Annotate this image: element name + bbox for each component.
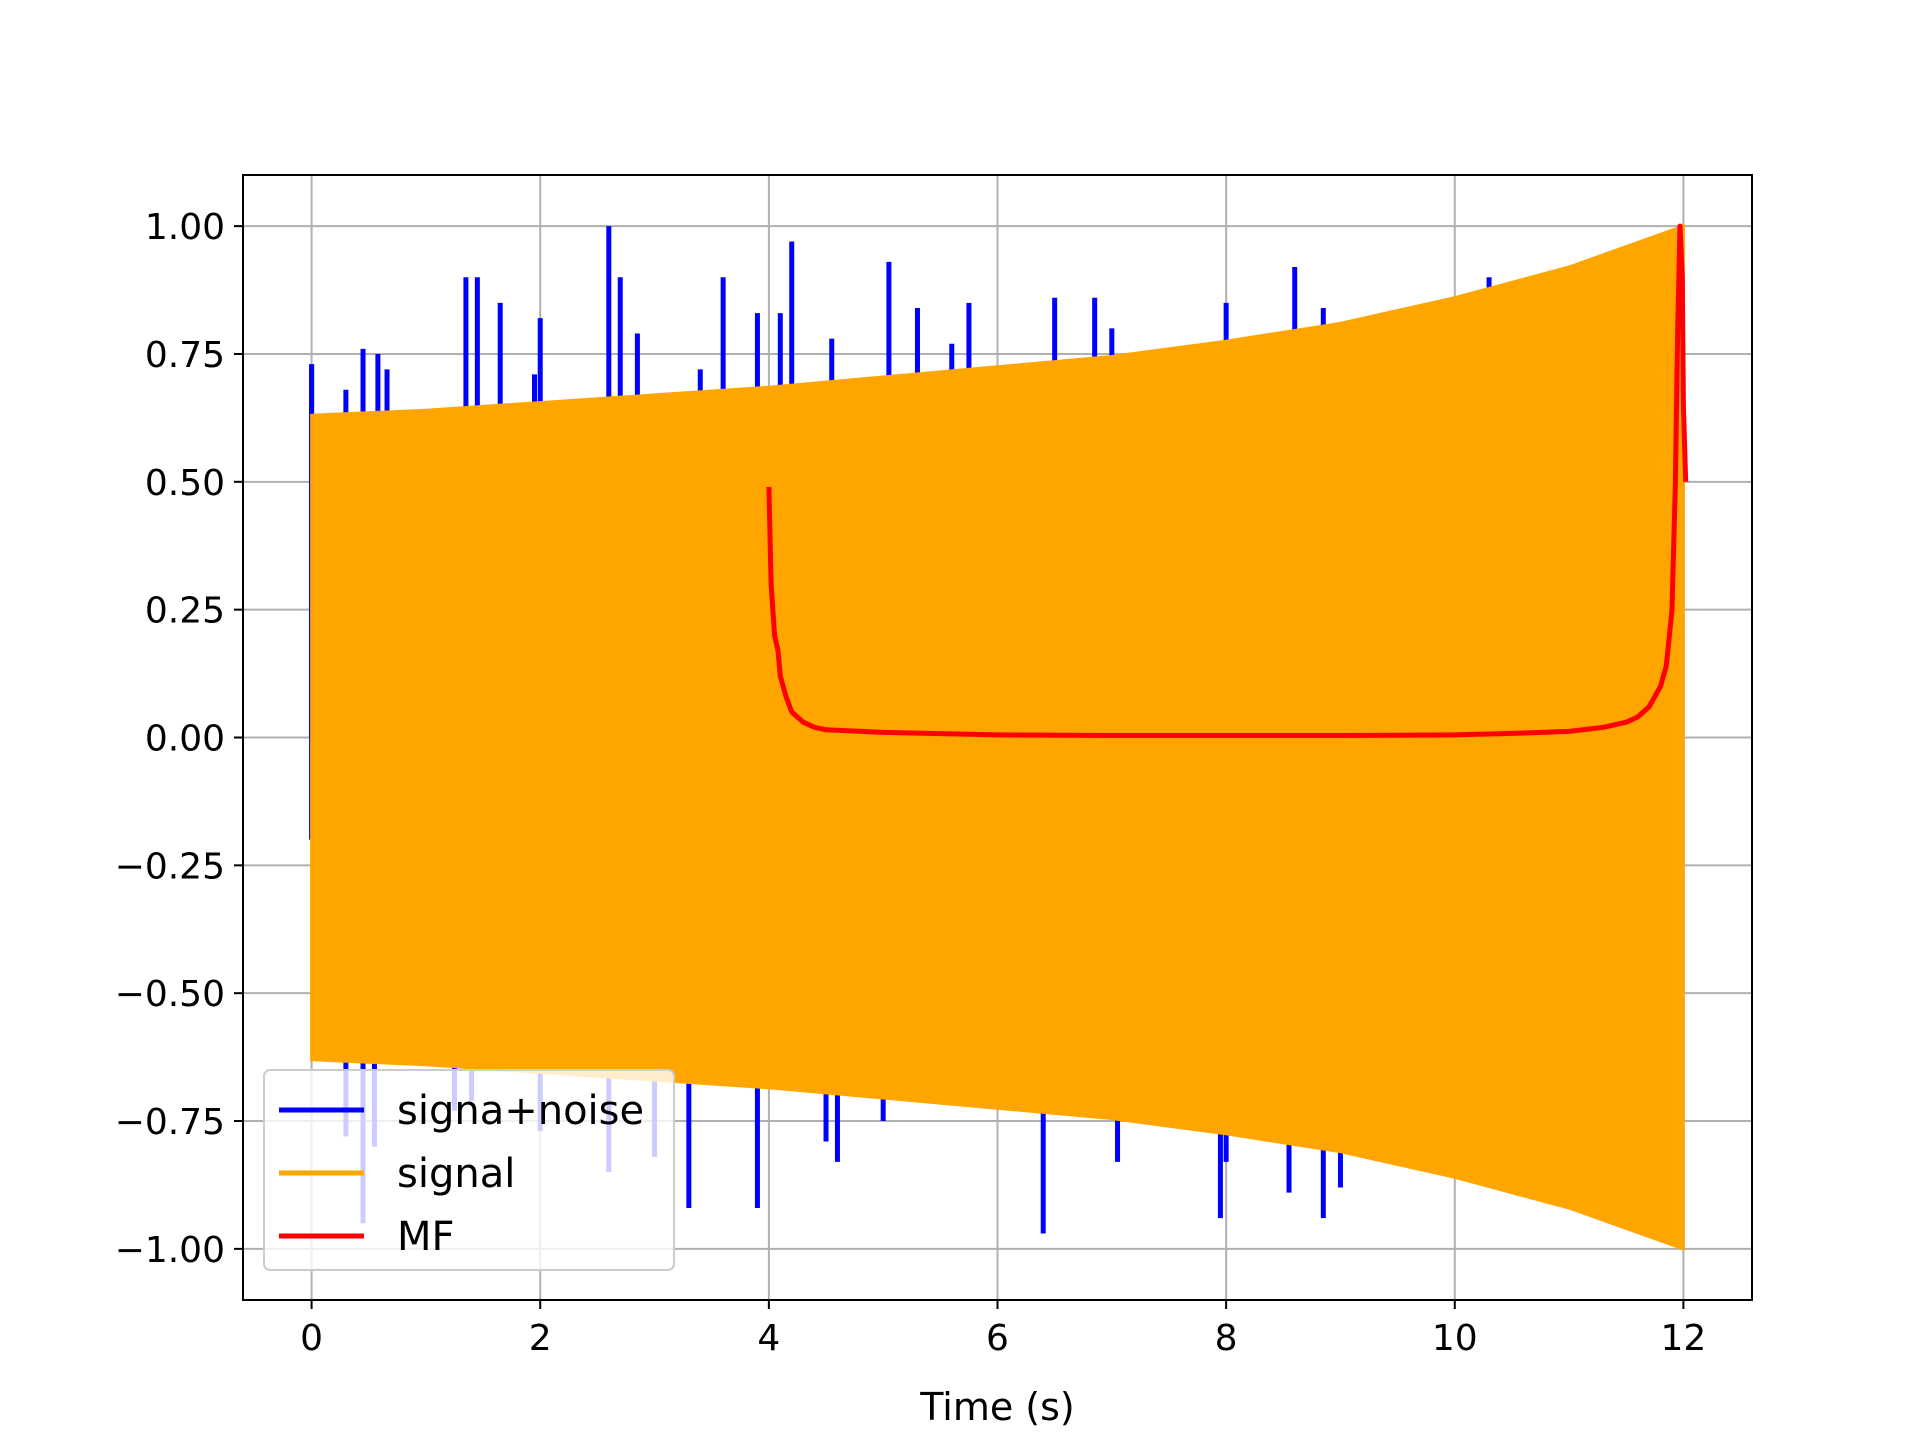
y-tick-label: 0.00 — [145, 719, 225, 760]
legend-label: MF — [397, 1214, 455, 1260]
plot-area — [309, 223, 1689, 1252]
y-tick-label: −0.75 — [115, 1102, 225, 1143]
series-signal — [310, 223, 1685, 1252]
x-tick-label: 10 — [1432, 1318, 1478, 1359]
y-tick-label: −0.25 — [115, 846, 225, 887]
x-tick-label: 4 — [757, 1318, 780, 1359]
x-tick-label: 12 — [1661, 1318, 1707, 1359]
y-tick-label: −1.00 — [115, 1230, 225, 1271]
y-tick-label: 0.25 — [145, 591, 225, 632]
y-tick-label: 0.75 — [145, 335, 225, 376]
x-tick-label: 6 — [986, 1318, 1009, 1359]
series-mf — [766, 223, 1689, 738]
legend: signa+noise signal MF — [263, 1069, 675, 1271]
y-tick-label: 1.00 — [145, 207, 225, 248]
legend-label: signa+noise — [397, 1088, 644, 1134]
x-tick-label: 0 — [300, 1318, 323, 1359]
y-tick-label: −0.50 — [115, 974, 225, 1015]
x-axis-label: Time (s) — [919, 1385, 1075, 1429]
y-tick-label: 0.50 — [145, 463, 225, 504]
x-tick-label: 2 — [529, 1318, 552, 1359]
legend-box — [263, 1069, 675, 1271]
legend-label: signal — [397, 1151, 515, 1197]
ticks: 0 2 4 6 8 10 12 1.00 0.75 0.50 0.25 0.00 −0.25 −0.50 −… — [115, 207, 1707, 1359]
x-tick-label: 8 — [1215, 1318, 1238, 1359]
